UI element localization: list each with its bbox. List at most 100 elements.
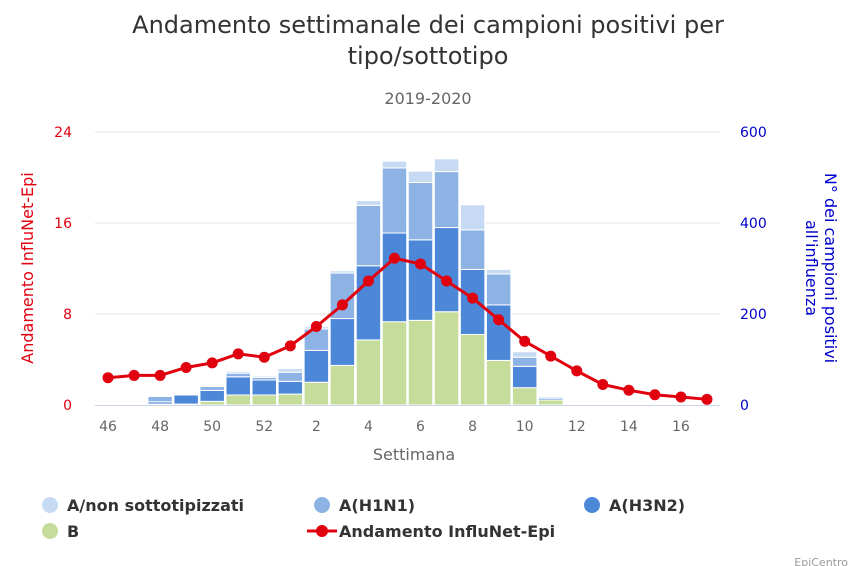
bar-b-week-10[interactable] [511,387,538,406]
bar-a-h1n1--week-8[interactable] [459,229,486,270]
bar-a-h1n1--week-7[interactable] [433,171,460,229]
influnet-point-week-9[interactable] [493,314,505,326]
bar-a-non-sottotipizzati-week-10[interactable] [511,351,538,358]
legend-label: A(H1N1) [339,496,415,515]
influnet-point-week-3[interactable] [336,299,348,311]
legend-item-0[interactable]: A/non sottotipizzati [42,496,244,515]
bar-a-h1n1--week-51[interactable] [225,372,251,378]
credit-text[interactable]: EpiCentro [794,556,848,566]
legend-circle-symbol [314,497,330,513]
bar-b-week-6[interactable] [407,319,434,406]
influnet-point-week-47[interactable] [128,369,140,381]
influnet-point-week-50[interactable] [206,357,218,369]
bar-a-non-sottotipizzati-week-8[interactable] [459,204,486,231]
bar-a-h3n2--week-49[interactable] [173,394,199,405]
bar-a-non-sottotipizzati-week-52[interactable] [251,375,278,378]
bar-a-non-sottotipizzati-week-5[interactable] [381,160,408,169]
bar-a-h1n1--week-1[interactable] [277,371,304,382]
influnet-point-week-13[interactable] [597,379,609,391]
y-axis-right-title-line-1: N° dei campioni positivi [821,173,840,363]
influnet-point-week-51[interactable] [232,348,244,360]
bar-a-non-sottotipizzati-week-51[interactable] [225,370,251,374]
bar-a-h3n2--week-10[interactable] [511,365,538,389]
bar-a-h1n1--week-9[interactable] [485,273,512,306]
influnet-point-week-52[interactable] [258,351,270,363]
bar-a-non-sottotipizzati-week-1[interactable] [277,368,304,373]
x-axis-title: Settimana [373,445,455,464]
legend-item-3[interactable]: B [42,522,79,541]
bar-a-h1n1--week-4[interactable] [355,204,382,267]
bar-a-h3n2--week-5[interactable] [381,232,408,323]
bar-b-week-3[interactable] [329,364,356,406]
bar-b-week-52[interactable] [251,394,278,406]
influnet-point-week-4[interactable] [362,275,374,287]
x-tick-label-12: 12 [568,419,586,435]
influnet-point-week-48[interactable] [154,369,166,381]
influnet-point-week-2[interactable] [310,321,322,333]
bar-b-week-5[interactable] [381,321,408,406]
bar-a-h3n2--week-52[interactable] [251,379,278,396]
influnet-line [107,256,708,401]
bar-a-h3n2--week-7[interactable] [433,227,460,313]
bar-a-h3n2--week-2[interactable] [303,349,330,383]
bar-b-week-12[interactable] [564,403,590,406]
bar-a-non-sottotipizzati-week-3[interactable] [329,270,356,274]
chart-title-line-1: Andamento settimanale dei campioni posit… [132,11,724,39]
legend-circle-symbol [584,497,600,513]
bar-a-h1n1--week-6[interactable] [407,182,434,241]
legend-item-1[interactable]: A(H1N1) [314,496,415,515]
legend-item-2[interactable]: A(H3N2) [584,496,685,515]
legend-item-4[interactable]: Andamento InfluNet-Epi [307,522,555,541]
influnet-point-week-49[interactable] [180,361,192,373]
influnet-point-week-16[interactable] [675,391,687,403]
x-tick-label-10: 10 [516,419,534,435]
bar-b-week-8[interactable] [459,333,486,406]
bar-b-week-7[interactable] [433,311,460,406]
bar-a-h3n2--week-1[interactable] [277,380,304,395]
y-left-tick-label-2: 16 [54,216,72,232]
bar-b-week-4[interactable] [355,339,382,406]
influnet-point-week-12[interactable] [571,365,583,377]
influnet-point-week-7[interactable] [441,275,453,287]
bar-a-h1n1--week-10[interactable] [511,356,538,367]
bar-a-non-sottotipizzati-week-9[interactable] [485,268,512,275]
bar-a-non-sottotipizzati-week-6[interactable] [407,170,434,184]
influnet-point-week-5[interactable] [388,252,400,264]
line-series [102,252,713,405]
bar-a-non-sottotipizzati-week-7[interactable] [433,158,460,173]
bar-b-week-11[interactable] [537,399,564,406]
bar-a-h3n2--week-3[interactable] [329,318,356,366]
influnet-point-week-46[interactable] [102,372,114,384]
bar-a-h3n2--week-4[interactable] [355,265,382,341]
bar-b-week-51[interactable] [225,394,251,406]
y-right-tick-label-1: 200 [740,307,767,323]
influnet-point-week-6[interactable] [415,258,427,270]
influnet-point-week-17[interactable] [701,393,713,405]
x-tick-label-6: 6 [416,419,425,435]
bar-a-h1n1--week-48[interactable] [147,395,173,403]
y-right-tick-label-2: 400 [740,216,767,232]
influnet-point-week-11[interactable] [545,350,557,362]
bar-a-non-sottotipizzati-week-4[interactable] [355,200,382,206]
x-tick-label-4: 4 [364,419,373,435]
legend-circle-symbol [42,497,58,513]
bar-b-week-2[interactable] [303,381,330,406]
influnet-point-week-10[interactable] [519,335,531,347]
influnet-point-week-1[interactable] [284,340,296,352]
influnet-point-week-14[interactable] [623,384,635,396]
bar-a-h1n1--week-5[interactable] [381,167,408,234]
y-right-tick-label-3: 600 [740,125,767,141]
legend-label: A/non sottotipizzati [67,496,244,515]
bar-b-week-50[interactable] [199,400,225,406]
bar-a-non-sottotipizzati-week-11[interactable] [537,395,564,398]
influnet-point-week-15[interactable] [649,389,661,401]
bar-a-h3n2--week-51[interactable] [225,376,251,396]
bar-b-week-1[interactable] [277,393,304,406]
bar-b-week-9[interactable] [485,359,512,406]
bar-a-h3n2--week-50[interactable] [199,389,225,402]
bar-a-h3n2--week-6[interactable] [407,239,434,321]
influnet-point-week-8[interactable] [467,292,479,304]
x-tick-label-14: 14 [620,419,638,435]
x-tick-label-48: 48 [151,419,169,435]
bar-a-h1n1--week-50[interactable] [199,385,225,391]
